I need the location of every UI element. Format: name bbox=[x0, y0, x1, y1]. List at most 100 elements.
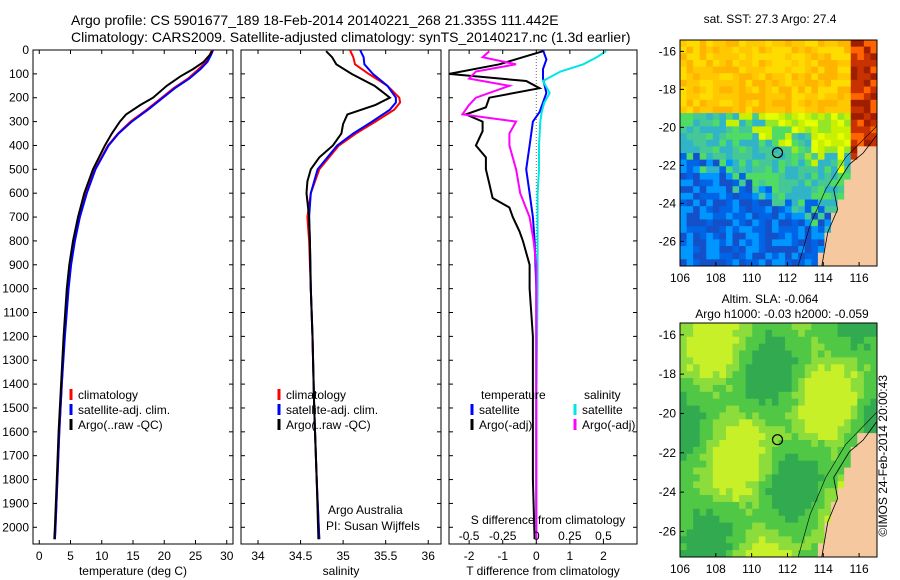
map-cell bbox=[771, 46, 779, 54]
map-cell bbox=[712, 508, 720, 517]
map-cell bbox=[863, 226, 871, 234]
map-cell bbox=[831, 391, 839, 400]
map-cell bbox=[771, 93, 779, 101]
map-cell bbox=[758, 73, 766, 81]
map-cell bbox=[831, 543, 839, 551]
map-cell bbox=[824, 433, 832, 441]
map-cell bbox=[857, 384, 865, 393]
map-cell bbox=[739, 440, 747, 448]
map-cell bbox=[745, 153, 753, 161]
map-cell bbox=[739, 446, 747, 455]
map-cell bbox=[831, 426, 839, 434]
map-cell bbox=[870, 357, 877, 365]
map-cell bbox=[693, 133, 701, 141]
map-cell bbox=[824, 405, 832, 413]
map-cell bbox=[791, 329, 799, 338]
map-cell bbox=[785, 474, 793, 482]
legend-label: satellite-adj. clim. bbox=[286, 403, 378, 417]
map-cell bbox=[844, 536, 852, 544]
map-cell bbox=[765, 99, 773, 107]
map-cell bbox=[739, 481, 747, 489]
map-cell bbox=[693, 199, 701, 207]
map-cell bbox=[771, 446, 779, 455]
map-cell bbox=[850, 139, 858, 147]
depth-tick-label: 1400 bbox=[2, 377, 29, 391]
map-cell bbox=[680, 529, 688, 537]
s-diff-tick-label: 0.5 bbox=[595, 529, 612, 543]
map-cell bbox=[811, 433, 819, 441]
map-cell bbox=[758, 246, 766, 254]
map-cell bbox=[771, 199, 779, 207]
map-cell bbox=[771, 384, 779, 393]
map-cell bbox=[732, 343, 740, 352]
map-cell bbox=[706, 364, 714, 372]
map-cell bbox=[686, 550, 694, 557]
map-cell bbox=[870, 329, 877, 338]
map-cell bbox=[804, 226, 812, 234]
map-cell bbox=[778, 179, 786, 187]
map-cell bbox=[824, 99, 832, 107]
map-cell bbox=[719, 226, 727, 234]
map-cell bbox=[745, 146, 753, 154]
map-cell bbox=[837, 336, 845, 345]
map-cell bbox=[719, 106, 727, 114]
map-cell bbox=[680, 206, 688, 214]
map-cell bbox=[752, 53, 760, 61]
map-cell bbox=[725, 159, 734, 167]
map-cell bbox=[817, 113, 825, 121]
map-cell bbox=[831, 474, 839, 482]
map-cell bbox=[811, 357, 819, 365]
map-cell bbox=[680, 453, 688, 462]
map-cell bbox=[850, 488, 858, 496]
map-cell bbox=[824, 357, 832, 365]
map-cell bbox=[758, 405, 766, 413]
map-cell bbox=[863, 495, 871, 503]
map-cell bbox=[798, 508, 806, 517]
map-cell bbox=[791, 460, 799, 469]
map-cell bbox=[706, 226, 714, 234]
map-cell bbox=[686, 522, 694, 530]
map-cell bbox=[758, 53, 766, 61]
map-cell bbox=[771, 371, 779, 379]
map-cell bbox=[771, 488, 779, 496]
map-cell bbox=[863, 398, 871, 407]
map-cell bbox=[798, 246, 806, 254]
map-cell bbox=[719, 186, 727, 194]
map-cell bbox=[693, 226, 701, 234]
map-cell bbox=[817, 73, 825, 81]
map-cell bbox=[680, 384, 688, 393]
map-cell bbox=[725, 179, 734, 187]
map-cell bbox=[680, 166, 688, 174]
map-cell bbox=[699, 419, 707, 427]
map-cell bbox=[870, 323, 877, 331]
map-cell bbox=[837, 192, 845, 201]
map-cell bbox=[811, 119, 819, 127]
map-cell bbox=[791, 153, 799, 161]
map-cell bbox=[706, 495, 714, 503]
map-cell bbox=[817, 405, 825, 413]
temperature-panel-frame bbox=[32, 49, 234, 545]
map-cell bbox=[745, 113, 753, 121]
map-cell bbox=[686, 391, 694, 400]
map-cell bbox=[824, 323, 832, 331]
map-cell bbox=[739, 474, 747, 482]
map-cell bbox=[745, 550, 753, 557]
map-cell bbox=[732, 522, 740, 530]
map-cell bbox=[804, 384, 812, 393]
map-cell bbox=[857, 364, 865, 372]
map-cell bbox=[699, 232, 707, 240]
map-cell bbox=[732, 212, 740, 220]
map-cell bbox=[752, 59, 760, 68]
map-cell bbox=[739, 529, 747, 537]
map-cell bbox=[778, 550, 786, 557]
map-cell bbox=[844, 543, 852, 551]
map-cell bbox=[831, 159, 839, 167]
depth-tick-label: 1700 bbox=[2, 449, 29, 463]
map-cell bbox=[831, 146, 839, 154]
map-cell bbox=[798, 59, 806, 68]
map-cell bbox=[693, 329, 701, 338]
map-cell bbox=[765, 246, 773, 254]
map-cell bbox=[752, 153, 760, 161]
map-cell bbox=[804, 398, 812, 407]
map-cell bbox=[798, 378, 806, 386]
